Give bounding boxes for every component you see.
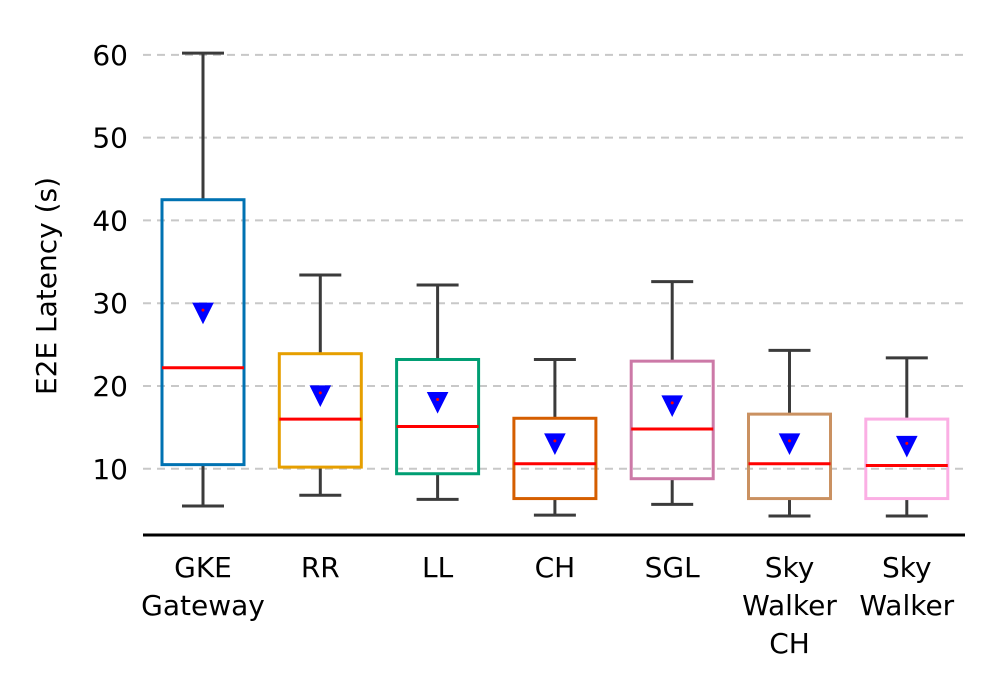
box-6: [864, 356, 950, 518]
x-tick-label: RR: [301, 551, 340, 584]
x-tick-label: SGL: [645, 551, 700, 584]
x-tick-label-line: LL: [422, 551, 454, 584]
mean-dot: [201, 308, 205, 312]
iqr-box: [747, 412, 832, 501]
y-tick-label: 10: [92, 453, 128, 486]
x-tick-label-line: CH: [535, 551, 576, 584]
x-tick-label-line: CH: [769, 627, 810, 660]
y-tick-label: 40: [92, 204, 128, 237]
y-tick-label: 60: [92, 39, 128, 72]
iqr-box: [160, 198, 246, 467]
x-tick-label-line: GKE: [174, 551, 232, 584]
x-tick-label-line: Gateway: [141, 589, 265, 622]
x-tick-label: LL: [422, 551, 454, 584]
x-axis-ticks: GKE Gateway RR LL CH SGL Sky Walker CH Sky Walker: [141, 551, 955, 660]
box-3: [512, 357, 598, 517]
y-axis-label: E2E Latency (s): [30, 177, 63, 395]
iqr-box: [512, 416, 598, 501]
iqr-box: [395, 357, 481, 476]
box-0: [160, 51, 246, 508]
mean-dot: [670, 401, 674, 405]
iqr-box: [277, 352, 363, 469]
mean-marker: [661, 395, 684, 417]
mean-marker: [895, 435, 918, 458]
mean-dot: [436, 398, 440, 402]
iqr-box: [629, 359, 715, 481]
x-tick-label: Sky Walker CH: [742, 551, 837, 660]
mean-marker: [544, 433, 566, 456]
boxes: [160, 51, 950, 518]
x-tick-label: GKE Gateway: [141, 551, 265, 622]
mean-dot: [553, 439, 557, 443]
iqr-box: [864, 417, 950, 501]
x-tick-label-line: Walker: [742, 589, 837, 622]
y-tick-label: 50: [92, 122, 128, 155]
box-5: [747, 348, 832, 518]
x-tick-label-line: SGL: [645, 551, 700, 584]
y-tick-label: 20: [92, 370, 128, 403]
box-1: [277, 273, 363, 497]
mean-dot: [905, 441, 909, 445]
x-tick-label-line: Walker: [859, 589, 954, 622]
x-tick-label-line: Sky: [765, 551, 815, 584]
x-tick-label-line: Sky: [882, 551, 932, 584]
mean-marker: [778, 433, 801, 456]
mean-marker: [192, 302, 214, 325]
box-2: [395, 283, 481, 501]
y-axis-ticks: 10 20 30 40 50 60: [92, 39, 128, 486]
x-tick-label: Sky Walker: [859, 551, 954, 622]
mean-marker: [309, 385, 332, 408]
mean-dot: [788, 439, 791, 443]
x-tick-label: CH: [535, 551, 576, 584]
mean-dot: [318, 391, 322, 395]
mean-marker: [426, 392, 449, 414]
x-tick-label-line: RR: [301, 551, 340, 584]
box-4: [629, 280, 715, 506]
y-tick-label: 30: [92, 287, 128, 320]
